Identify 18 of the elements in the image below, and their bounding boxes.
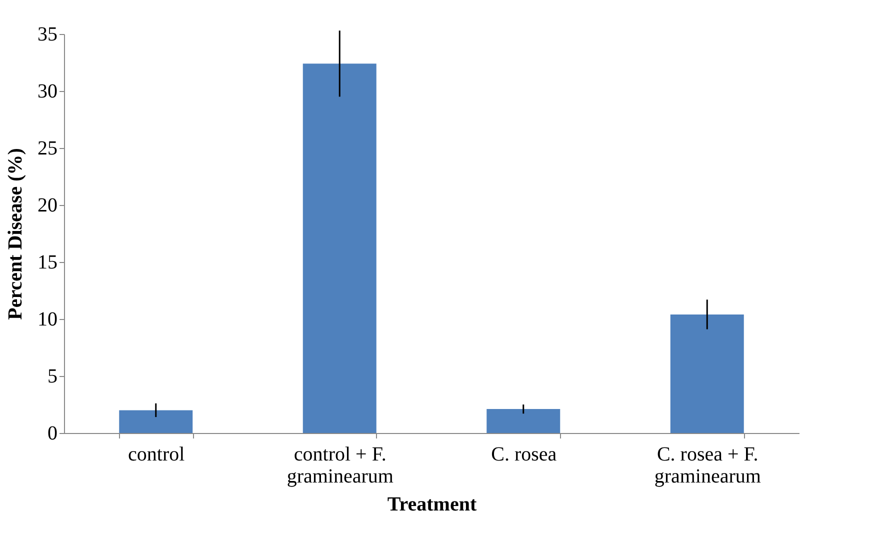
y-tick-label: 30 (38, 80, 58, 102)
y-tick-label: 15 (38, 252, 58, 274)
x-tick-label: control + F. graminearum (286, 444, 394, 488)
x-tick-label: C. rosea (491, 444, 557, 466)
y-tick-label: 35 (38, 24, 58, 46)
bar (670, 314, 744, 433)
bar (302, 64, 376, 433)
bar (486, 409, 560, 433)
y-axis-title: Percent Disease (%) (4, 148, 26, 320)
x-tick-label: C. rosea + F. graminearum (654, 444, 762, 488)
y-tick-label: 10 (38, 308, 58, 330)
y-tick-label: 0 (48, 422, 58, 444)
bar (119, 410, 193, 433)
x-tick-label: control (128, 444, 186, 466)
x-axis-title: Treatment (387, 494, 477, 516)
y-tick-label: 5 (48, 366, 58, 388)
y-tick-label: 20 (38, 194, 58, 216)
y-tick-label: 25 (38, 138, 58, 160)
